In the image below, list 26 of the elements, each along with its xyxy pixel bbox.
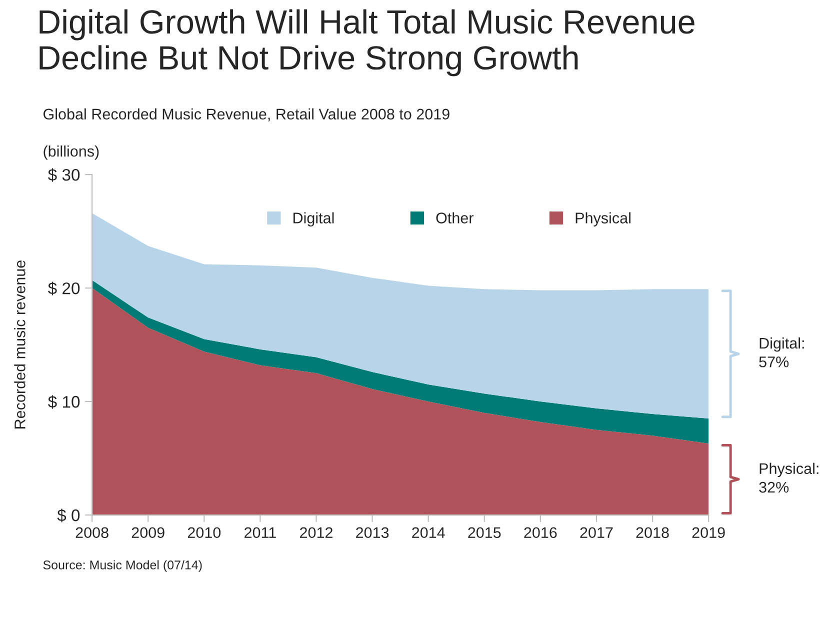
y-tick-label: $ 20: [48, 282, 80, 296]
chart-subtitle: Global Recorded Music Revenue, Retail Value 2008 to 2019: [44, 108, 450, 122]
y-tick-label: $ 0: [57, 508, 80, 522]
x-tick-label: 2010: [188, 527, 221, 538]
legend-label: Digital: [294, 212, 334, 226]
y-axis-title: Recorded music revenue: [14, 260, 26, 428]
chart-title: Digital Growth Will Halt Total Music Revenue Decline But Not Drive Strong Growth: [40, 9, 694, 76]
legend-label: Physical: [576, 212, 630, 226]
x-tick-label: 2012: [300, 527, 332, 538]
x-tick-label: 2014: [412, 527, 445, 538]
y-tick-label: $ 30: [48, 168, 80, 182]
x-tick-label: 2015: [468, 527, 501, 538]
x-tick-label: 2008: [76, 527, 108, 538]
text: (billions): [44, 145, 99, 160]
y-tick-label: $ 10: [48, 395, 80, 409]
x-tick-label: 2017: [580, 527, 613, 538]
x-tick-label: 2011: [244, 527, 276, 538]
text: Digital: 57%: [759, 337, 804, 368]
x-tick-label: 2019: [692, 527, 725, 538]
legend-label: Other: [436, 212, 474, 224]
text: Physical: 32%: [759, 462, 818, 493]
x-tick-label: 2018: [636, 527, 669, 538]
source-note: Source: Music Model (07/14): [43, 560, 202, 572]
x-tick-label: 2013: [356, 527, 389, 538]
x-tick-label: 2009: [132, 527, 164, 538]
x-tick-label: 2016: [524, 527, 557, 538]
